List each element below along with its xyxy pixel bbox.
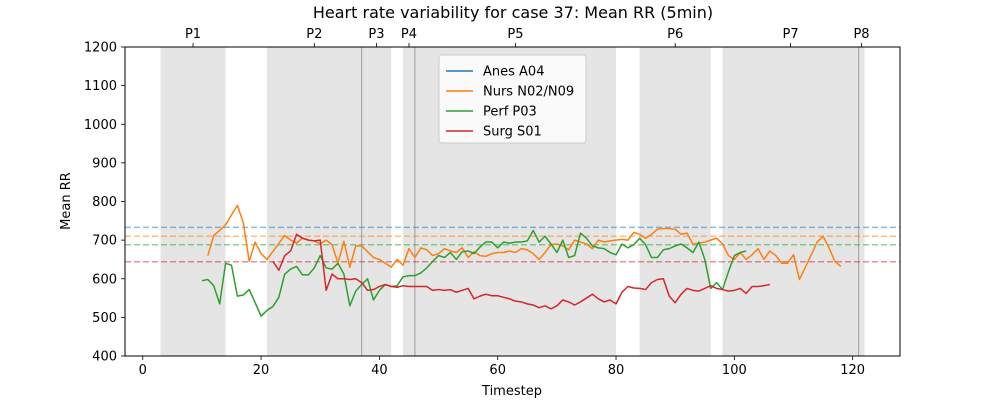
y-tick-label-400: 400 <box>92 350 117 365</box>
x-tick-label-20: 20 <box>253 363 270 378</box>
phase-label-p8: P8 <box>853 27 869 42</box>
legend-entry-2: Perf P03 <box>483 105 537 120</box>
y-axis-label: Mean RR <box>59 172 74 230</box>
y-tick-label-700: 700 <box>92 234 117 249</box>
x-tick-label-100: 100 <box>722 363 747 378</box>
x-tick-label-40: 40 <box>371 363 388 378</box>
phase-label-p7: P7 <box>782 27 798 42</box>
chart-title: Heart rate variability for case 37: Mean… <box>313 3 713 22</box>
y-tick-label-1000: 1000 <box>84 118 117 133</box>
x-tick-label-0: 0 <box>139 363 147 378</box>
legend-entry-0: Anes A04 <box>483 65 544 80</box>
x-axis-label: Timestep <box>481 384 542 399</box>
legend: Anes A04 Nurs N02/N09 Perf P03 Surg S01 <box>438 54 587 144</box>
phase-labels: P1 P2 P3 P4 P5 P6 P7 P8 <box>185 27 870 47</box>
x-tick-label-60: 60 <box>489 363 506 378</box>
series-lines <box>201 204 842 317</box>
legend-entry-3: Surg S01 <box>483 125 542 140</box>
y-axis: 400 500 600 700 800 900 1000 1100 1200 <box>84 41 125 365</box>
y-tick-label-800: 800 <box>92 195 117 210</box>
phase-label-p6: P6 <box>667 27 683 42</box>
y-tick-label-1200: 1200 <box>84 41 117 56</box>
phase-band-p2 <box>266 47 362 356</box>
x-tick-label-120: 120 <box>840 363 865 378</box>
phase-label-p3: P3 <box>368 27 384 42</box>
phase-boundary-lines <box>361 47 860 356</box>
y-tick-label-500: 500 <box>92 311 117 326</box>
phase-band-p6 <box>639 47 711 356</box>
y-tick-label-1100: 1100 <box>84 79 117 94</box>
phase-label-p2: P2 <box>306 27 322 42</box>
x-tick-label-80: 80 <box>608 363 625 378</box>
phase-band-p4 <box>403 47 415 356</box>
phase-band-p3 <box>361 47 392 356</box>
legend-box <box>438 54 587 144</box>
phase-band-p1 <box>160 47 226 356</box>
y-tick-label-900: 900 <box>92 156 117 171</box>
series-line-1 <box>207 204 842 281</box>
phase-shading <box>160 47 865 356</box>
x-axis: 0 20 40 60 80 100 120 <box>139 356 865 378</box>
series-line-2 <box>201 229 747 317</box>
phase-band-p8 <box>858 47 865 356</box>
phase-label-p5: P5 <box>507 27 523 42</box>
y-tick-label-600: 600 <box>92 272 117 287</box>
phase-label-p1: P1 <box>185 27 201 42</box>
phase-band-p7 <box>722 47 859 356</box>
series-line-3 <box>272 233 770 310</box>
phase-label-p4: P4 <box>401 27 417 42</box>
legend-entry-1: Nurs N02/N09 <box>483 85 574 100</box>
